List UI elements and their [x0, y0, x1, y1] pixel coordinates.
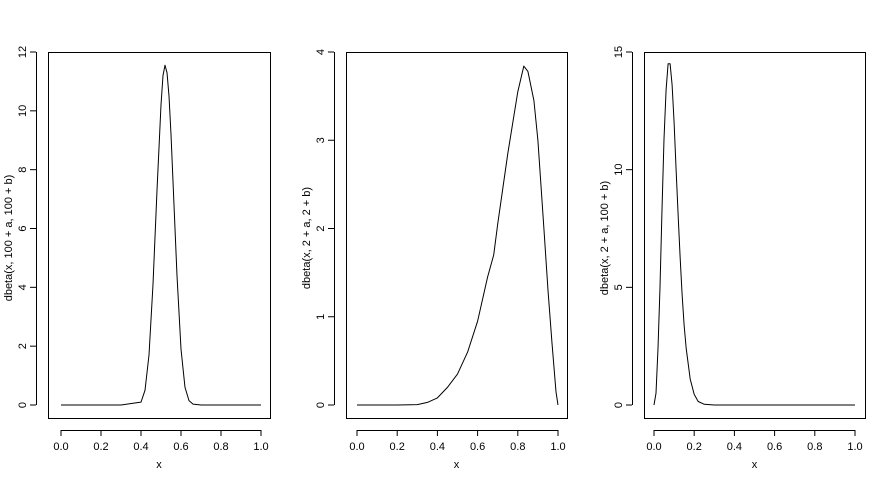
density-curve: [357, 65, 559, 406]
x-tick-label: 1.0: [847, 441, 862, 453]
y-tick-label: 0: [315, 402, 327, 408]
x-tick-label: 0.0: [349, 441, 364, 453]
x-tick-label: 0.4: [430, 441, 445, 453]
y-tick-label: 12: [17, 46, 29, 58]
y-tick-label: 10: [613, 164, 625, 176]
x-tick-label: 1.0: [253, 441, 268, 453]
y-tick-label: 2: [315, 225, 327, 231]
y-tick-label: 3: [315, 137, 327, 143]
x-tick-label: 0.4: [727, 441, 742, 453]
chart-panel-1: 0.0 0.2 0.4 0.6 0.8 1.0 0 2 4 6 8 10 12 x dbeta(x, 100…: [3, 46, 271, 471]
y-tick-label: 4: [17, 284, 29, 290]
y-axis-title: dbeta(x, 2 + a, 100 + b): [599, 181, 611, 295]
x-tick-label: 0.2: [93, 441, 108, 453]
x-tick-label: 0.4: [133, 441, 148, 453]
plot-frame: [346, 52, 568, 419]
y-tick-label: 2: [17, 343, 29, 349]
y-tick-label: 1: [315, 314, 327, 320]
y-axis-title: dbeta(x, 100 + a, 100 + b): [3, 175, 15, 302]
x-tick-label: 0.8: [510, 441, 525, 453]
x-axis-title: x: [752, 459, 758, 471]
y-tick-label: 4: [315, 49, 327, 55]
chart-panel-2: 0.0 0.2 0.4 0.6 0.8 1.0 0 1 2 3 4 x dbeta(x, 2 + a, …: [301, 49, 568, 471]
x-tick-label: 0.0: [646, 441, 661, 453]
x-tick-label: 0.0: [53, 441, 68, 453]
x-tick-label: 0.8: [807, 441, 822, 453]
x-tick-label: 0.6: [173, 441, 188, 453]
x-tick-label: 1.0: [550, 441, 565, 453]
x-tick-label: 0.2: [390, 441, 405, 453]
density-curve: [61, 64, 261, 406]
x-tick-label: 0.6: [470, 441, 485, 453]
y-tick-label: 0: [613, 402, 625, 408]
y-tick-label: 5: [613, 284, 625, 290]
chart-panel-3: 0.0 0.2 0.4 0.6 0.8 1.0 0 5 10 15 x dbeta(x, 2 + a,…: [599, 46, 866, 471]
y-tick-label: 10: [17, 105, 29, 117]
density-curve: [653, 63, 855, 406]
y-tick-label: 8: [17, 167, 29, 173]
plot-frame: [48, 52, 271, 419]
x-tick-label: 0.2: [687, 441, 702, 453]
y-tick-label: 6: [17, 225, 29, 231]
x-tick-label: 0.6: [767, 441, 782, 453]
y-tick-label: 15: [613, 46, 625, 58]
x-axis-title: x: [156, 459, 162, 471]
x-tick-label: 0.8: [213, 441, 228, 453]
plot-frame: [644, 52, 866, 419]
y-axis-title: dbeta(x, 2 + a, 2 + b): [301, 187, 313, 289]
y-tick-label: 0: [17, 402, 29, 408]
x-axis-title: x: [454, 459, 460, 471]
